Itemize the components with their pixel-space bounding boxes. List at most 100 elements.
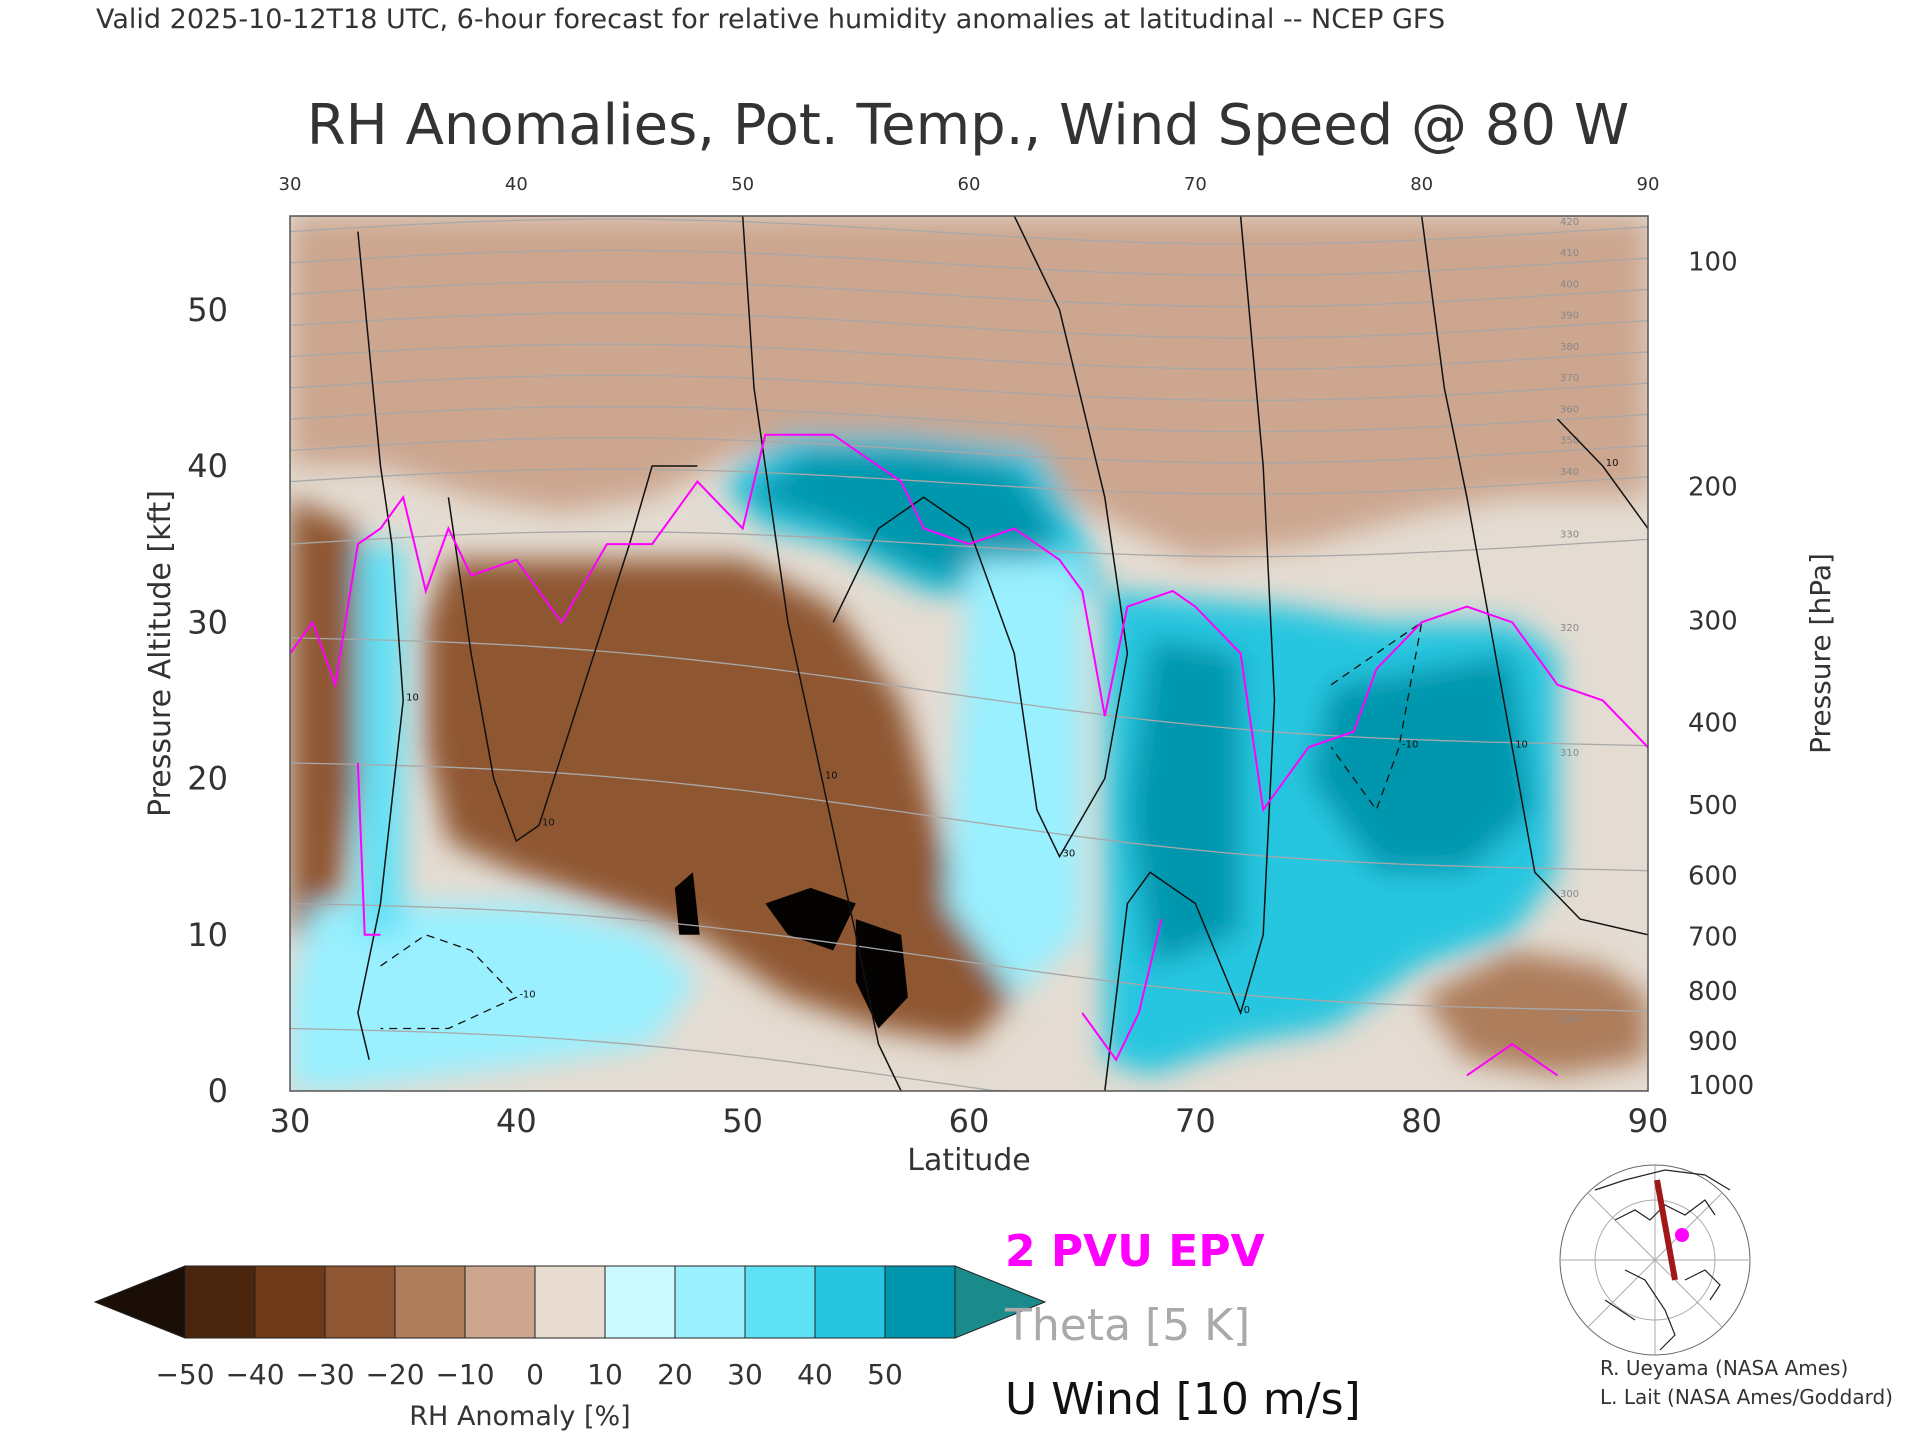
- theta-label: 350: [1560, 436, 1579, 447]
- epv-contour: [1081, 918, 1163, 1062]
- rh-anomaly-field: [290, 216, 1648, 1091]
- y-tick-label: 50: [187, 291, 228, 329]
- legend-epv: 2 PVU EPV: [1005, 1226, 1265, 1277]
- chart-title: RH Anomalies, Pot. Temp., Wind Speed @ 8…: [307, 93, 1629, 158]
- theta-label: 330: [1560, 529, 1579, 540]
- pressure-tick-label: 200: [1688, 472, 1738, 502]
- u-wind-label: -10: [519, 989, 535, 1000]
- x-top-tick-label: 60: [958, 174, 981, 195]
- theta-label: 300: [1560, 889, 1579, 900]
- map-coastline: [1594, 1169, 1731, 1351]
- rh-region-tropopause-very-moist: [742, 450, 1060, 591]
- y-tick-label: 10: [187, 916, 228, 954]
- map-location-dot: [1675, 1228, 1689, 1242]
- u-wind-negative-contour: [1330, 620, 1423, 812]
- theta-contour-380: [290, 343, 1648, 370]
- theta-contour-390: [290, 312, 1648, 339]
- pressure-tick-label: 700: [1688, 922, 1738, 952]
- x-top-tick-label: 80: [1410, 174, 1433, 195]
- y-tick-label: 20: [187, 760, 228, 798]
- theta-contour-340: [290, 468, 1648, 495]
- colorbar-tick-label: −20: [365, 1358, 424, 1391]
- pressure-tick-label: 300: [1688, 607, 1738, 637]
- pressure-tick-label: 900: [1688, 1027, 1738, 1057]
- y-tick-label: 30: [187, 603, 228, 641]
- y-right-axis-label: Pressure [hPa]: [1804, 553, 1837, 754]
- theta-contours: 2903003103203303403503603703803904004104…: [290, 217, 1648, 1091]
- credit-line-2: L. Lait (NASA Ames/Goddard): [1600, 1385, 1893, 1409]
- colorbar-swatch: [184, 1265, 256, 1339]
- x-axis-label: Latitude: [907, 1143, 1030, 1178]
- theta-contour-330: [290, 530, 1648, 558]
- colorbar-tick-label: 40: [797, 1358, 833, 1391]
- theta-label: 420: [1560, 217, 1579, 228]
- theta-label: 310: [1560, 748, 1579, 759]
- rh-region-mid-dry-west: [290, 497, 358, 935]
- legend-uwind: U Wind [10 m/s]: [1005, 1374, 1361, 1425]
- y-tick-label: 0: [208, 1072, 228, 1110]
- pressure-tick-label: 100: [1688, 247, 1738, 277]
- theta-label: 360: [1560, 404, 1579, 415]
- u-wind-contour: [1420, 216, 1648, 936]
- colorbar-tick-label: −10: [435, 1358, 494, 1391]
- rh-region-lower-dry-east: [1421, 950, 1648, 1076]
- credit-line-1: R. Ueyama (NASA Ames): [1600, 1356, 1848, 1380]
- u-wind-label: -10: [1402, 739, 1418, 750]
- rh-dry-spot: [765, 887, 856, 951]
- x-tick-label: 50: [722, 1102, 763, 1140]
- x-top-tick-label: 30: [279, 174, 302, 195]
- x-tick-label: 40: [496, 1102, 537, 1140]
- colorbar-swatch: [254, 1265, 326, 1339]
- x-top-tick-label: 40: [505, 174, 528, 195]
- theta-label: 320: [1560, 623, 1579, 634]
- colorbar-swatch: [324, 1265, 396, 1339]
- rh-region-moist-east-core: [1127, 637, 1241, 966]
- colorbar-high-arrow: [954, 1265, 1047, 1339]
- map-cross-section-line: [1654, 1179, 1678, 1281]
- theta-contour-420: [290, 218, 1648, 245]
- colorbar-tick-label: −30: [295, 1358, 354, 1391]
- colorbar-swatch: [744, 1265, 816, 1339]
- pressure-tick-label: 400: [1688, 708, 1738, 738]
- colorbar: −50 −40 −30 −20 −10 0 10 20 30 40 50: [93, 1265, 1047, 1391]
- u-wind-contour: [1556, 418, 1648, 529]
- location-map-inset: [1559, 1164, 1751, 1356]
- rh-region-lower-moist-west: [290, 903, 698, 1091]
- epv-contour: [1466, 1042, 1559, 1077]
- x-tick-label: 80: [1401, 1102, 1442, 1140]
- colorbar-swatch: [534, 1265, 606, 1339]
- u-wind-contour: [1104, 216, 1276, 1091]
- x-top-tick-label: 70: [1184, 174, 1207, 195]
- u-wind-contour: [357, 231, 404, 1060]
- legend-theta: Theta [5 K]: [1004, 1300, 1250, 1351]
- colorbar-swatch: [394, 1265, 466, 1339]
- x-tick-label: 60: [949, 1102, 990, 1140]
- u-wind-label: 10: [406, 692, 419, 703]
- theta-contour-370: [290, 374, 1648, 402]
- theta-contour-360: [290, 405, 1648, 433]
- u-wind-label: 30: [1063, 849, 1076, 860]
- theta-label: 290: [1560, 1014, 1579, 1025]
- rh-region-upper-dry: [290, 216, 1648, 560]
- theta-contour-310: [290, 762, 1648, 872]
- u-wind-contour: [741, 216, 902, 1091]
- y-tick-label: 40: [187, 447, 228, 485]
- u-wind-label: 10: [825, 771, 838, 782]
- rh-region-moist-column-1: [357, 544, 404, 935]
- x-tick-label: 90: [1628, 1102, 1669, 1140]
- colorbar-tick-label: 0: [526, 1358, 544, 1391]
- x-tick-label: 30: [270, 1102, 311, 1140]
- theta-contour-350: [290, 437, 1648, 464]
- colorbar-label: RH Anomaly [%]: [409, 1401, 630, 1432]
- theta-label: 380: [1560, 342, 1579, 353]
- plot-frame: [289, 215, 1649, 1092]
- colorbar-tick-label: −50: [155, 1358, 214, 1391]
- colorbar-swatch: [464, 1265, 536, 1339]
- theta-label: 390: [1560, 311, 1579, 322]
- u-wind-label: 10: [1515, 739, 1528, 750]
- pressure-tick-label: 800: [1688, 977, 1738, 1007]
- u-wind-label: 10: [1606, 458, 1619, 469]
- colorbar-swatch: [884, 1265, 956, 1339]
- colorbar-tick-label: 50: [867, 1358, 903, 1391]
